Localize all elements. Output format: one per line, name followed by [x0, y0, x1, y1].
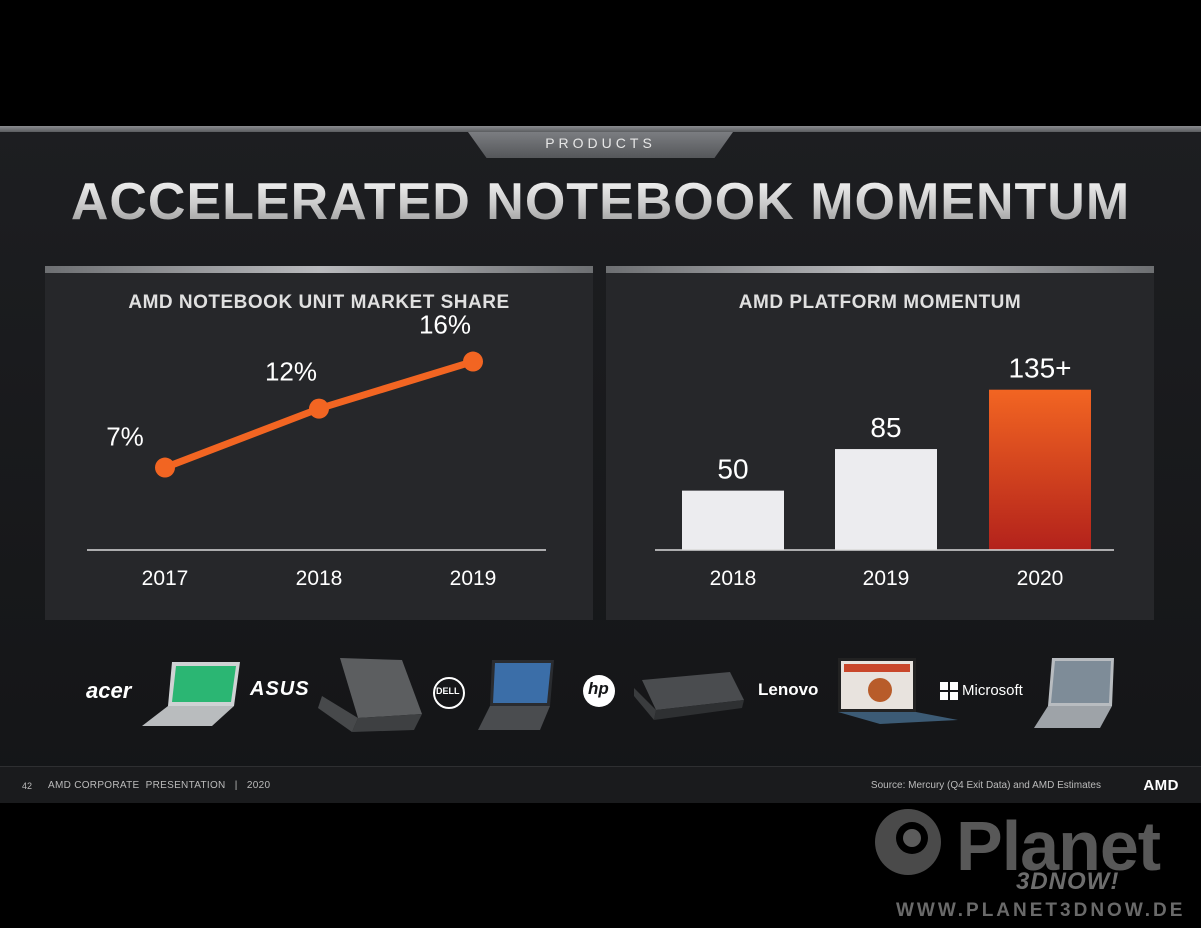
microsoft-logo: Microsoft: [962, 682, 1023, 699]
section-tab: PRODUCTS: [468, 132, 733, 158]
data-point: [309, 398, 329, 419]
data-point: [155, 457, 175, 478]
page-number: 42: [22, 781, 33, 791]
data-label: 16%: [419, 310, 471, 340]
slide: PRODUCTS ACCELERATED NOTEBOOK MOMENTUM A…: [0, 126, 1201, 803]
asus-laptop-icon: [318, 658, 422, 732]
watermark-3dnow: 3DNOW!: [1016, 868, 1120, 895]
amd-logo: AMD: [1143, 777, 1179, 794]
microsoft-laptop-icon: [1034, 658, 1114, 728]
oem-logo-strip: acer ASUS DELL hp: [0, 654, 1201, 744]
acer-logo: acer: [86, 678, 132, 703]
footer: 42 AMD CORPORATE PRESENTATION | 2020 Sou…: [0, 766, 1201, 803]
x-tick-label: 2018: [710, 567, 757, 590]
watermark: Planet 3DNOW! WWW.PLANET3DNOW.DE: [866, 806, 1196, 924]
data-label: 12%: [265, 357, 317, 387]
lenovo-logo: Lenovo: [758, 680, 819, 699]
data-label: 50: [717, 454, 748, 485]
acer-laptop-icon: [142, 662, 240, 726]
panel-top-bar: [606, 266, 1154, 273]
slide-title: ACCELERATED NOTEBOOK MOMENTUM: [0, 172, 1201, 232]
slide-top-line: [0, 126, 1201, 132]
bar: [682, 490, 784, 550]
market-share-panel: AMD NOTEBOOK UNIT MARKET SHARE 7% 2017 12%…: [45, 266, 593, 620]
watermark-planet: Planet: [956, 807, 1161, 885]
line-chart-title: AMD NOTEBOOK UNIT MARKET SHARE: [128, 292, 510, 313]
data-label: 7%: [106, 422, 144, 452]
x-tick-label: 2019: [863, 567, 910, 590]
dell-laptop-icon: [478, 660, 554, 730]
data-label: 85: [870, 412, 901, 443]
data-point: [463, 351, 483, 372]
panel-top-bar: [45, 266, 593, 273]
dell-logo: [433, 677, 465, 709]
data-label: 135+: [1008, 353, 1071, 384]
bar-chart: 50 2018 85 2019 135+ 2020: [655, 353, 1114, 590]
asus-logo: ASUS: [250, 678, 310, 700]
footer-source: Source: Mercury (Q4 Exit Data) and AMD E…: [870, 780, 1101, 791]
lenovo-laptop-icon: [838, 658, 958, 724]
bar-chart-title: AMD PLATFORM MOMENTUM: [738, 292, 1022, 313]
bar: [989, 389, 1091, 550]
x-tick-label: 2017: [142, 567, 189, 590]
x-tick-label: 2018: [296, 567, 343, 590]
platform-momentum-panel: AMD PLATFORM MOMENTUM 50 2018 85 2019 135+ 20…: [606, 266, 1154, 620]
line-chart: 7% 2017 12% 2018 16% 2019: [87, 310, 546, 590]
dell-logo-text: DELL: [436, 686, 460, 696]
hp-laptop-icon: [634, 672, 744, 720]
hp-logo: [583, 675, 615, 707]
x-tick-label: 2019: [450, 567, 497, 590]
section-tab-label: PRODUCTS: [545, 135, 656, 151]
footer-presentation: AMD CORPORATE PRESENTATION | 2020: [48, 780, 271, 791]
planet-swirl-icon: [875, 809, 941, 875]
watermark-url: WWW.PLANET3DNOW.DE: [896, 900, 1186, 921]
x-tick-label: 2020: [1017, 567, 1064, 590]
hp-logo-text: hp: [588, 679, 609, 698]
bar: [835, 449, 937, 550]
microsoft-logo-icon: [940, 682, 958, 700]
